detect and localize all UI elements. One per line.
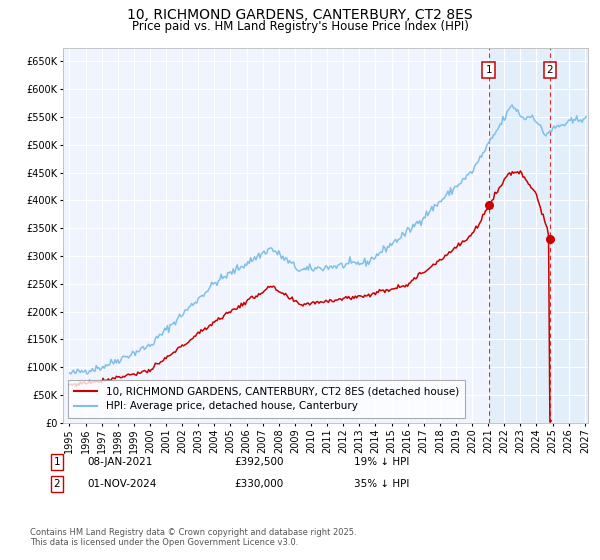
Text: 1: 1 (485, 65, 492, 75)
Text: 01-NOV-2024: 01-NOV-2024 (87, 479, 157, 489)
Text: Price paid vs. HM Land Registry's House Price Index (HPI): Price paid vs. HM Land Registry's House … (131, 20, 469, 32)
Text: Contains HM Land Registry data © Crown copyright and database right 2025.
This d: Contains HM Land Registry data © Crown c… (30, 528, 356, 547)
Text: 35% ↓ HPI: 35% ↓ HPI (354, 479, 409, 489)
Text: £392,500: £392,500 (234, 457, 284, 467)
Legend: 10, RICHMOND GARDENS, CANTERBURY, CT2 8ES (detached house), HPI: Average price, : 10, RICHMOND GARDENS, CANTERBURY, CT2 8E… (68, 380, 465, 418)
Text: 08-JAN-2021: 08-JAN-2021 (87, 457, 152, 467)
Bar (488, 48, 588, 423)
Text: £330,000: £330,000 (234, 479, 283, 489)
Text: 2: 2 (53, 479, 61, 489)
Text: 10, RICHMOND GARDENS, CANTERBURY, CT2 8ES: 10, RICHMOND GARDENS, CANTERBURY, CT2 8E… (127, 8, 473, 22)
Text: 2: 2 (547, 65, 553, 75)
Text: 1: 1 (53, 457, 61, 467)
Text: 19% ↓ HPI: 19% ↓ HPI (354, 457, 409, 467)
